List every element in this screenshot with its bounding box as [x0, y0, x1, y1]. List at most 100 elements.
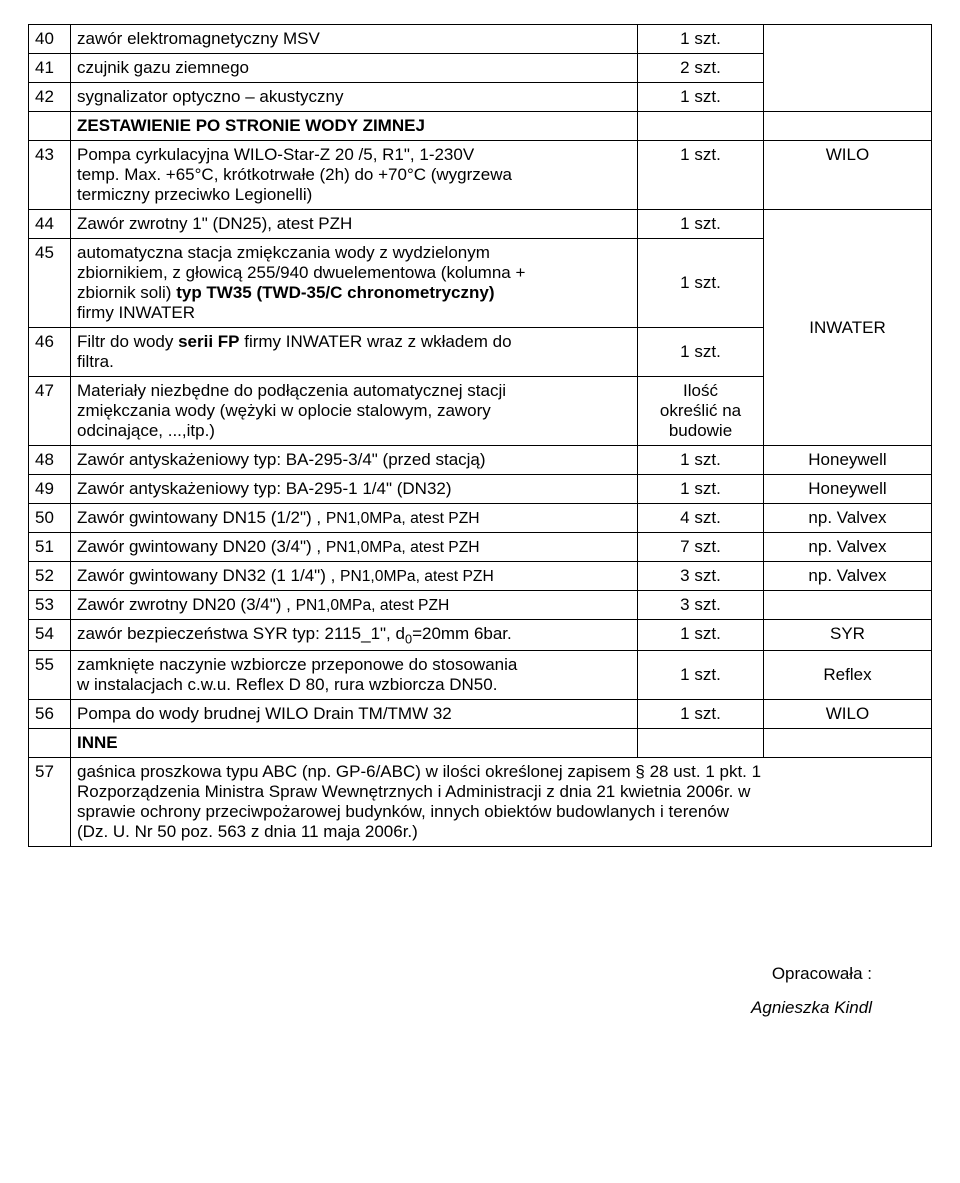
row-qty: 4 szt.: [638, 504, 764, 533]
desc-line: Zawór gwintowany DN20 (3/4") ,: [77, 537, 326, 556]
row-qty: 1 szt.: [638, 700, 764, 729]
row-number: 48: [29, 446, 71, 475]
desc-line: zamknięte naczynie wzbiorcze przeponowe …: [77, 655, 517, 674]
table-row: 43 Pompa cyrkulacyjna WILO-Star-Z 20 /5,…: [29, 141, 932, 210]
table-row: 55 zamknięte naczynie wzbiorcze przepono…: [29, 651, 932, 700]
row-number: 42: [29, 83, 71, 112]
desc-line: Pompa cyrkulacyjna WILO-Star-Z 20 /5, R1…: [77, 145, 474, 164]
row-qty: 3 szt.: [638, 591, 764, 620]
row-number: 43: [29, 141, 71, 210]
row-qty: 3 szt.: [638, 562, 764, 591]
row-qty: Ilość określić na budowie: [638, 377, 764, 446]
row-brand: WILO: [763, 700, 931, 729]
desc-line: Filtr do wody: [77, 332, 178, 351]
row-qty: 1 szt.: [638, 239, 764, 328]
desc-line: zmiękczania wody (wężyki w oplocie stalo…: [77, 401, 491, 420]
row-qty: 1 szt.: [638, 25, 764, 54]
row-desc: Zawór antyskażeniowy typ: BA-295-1 1/4" …: [71, 475, 638, 504]
desc-line: Zawór gwintowany DN32 (1 1/4") ,: [77, 566, 340, 585]
desc-line: Zawór zwrotny DN20 (3/4") ,: [77, 595, 296, 614]
row-qty: 1 szt.: [638, 475, 764, 504]
table-row: 49 Zawór antyskażeniowy typ: BA-295-1 1/…: [29, 475, 932, 504]
row-brand: np. Valvex: [763, 504, 931, 533]
section-header-row: ZESTAWIENIE PO STRONIE WODY ZIMNEJ: [29, 112, 932, 141]
row-number: [29, 112, 71, 141]
row-desc: zawór bezpieczeństwa SYR typ: 2115_1", d…: [71, 620, 638, 651]
section-header-row: INNE: [29, 729, 932, 758]
row-desc: Materiały niezbędne do podłączenia autom…: [71, 377, 638, 446]
row-desc: gaśnica proszkowa typu ABC (np. GP-6/ABC…: [71, 758, 932, 847]
desc-line: Rozporządzenia Ministra Spraw Wewnętrzny…: [77, 782, 750, 801]
desc-line: filtra.: [77, 352, 114, 371]
row-desc: Zawór zwrotny DN20 (3/4") , PN1,0MPa, at…: [71, 591, 638, 620]
row-brand: SYR: [763, 620, 931, 651]
row-number: 52: [29, 562, 71, 591]
row-desc: zamknięte naczynie wzbiorcze przeponowe …: [71, 651, 638, 700]
table-row: 40 zawór elektromagnetyczny MSV 1 szt.: [29, 25, 932, 54]
table-row: 53 Zawór zwrotny DN20 (3/4") , PN1,0MPa,…: [29, 591, 932, 620]
row-number: 45: [29, 239, 71, 328]
row-desc: Zawór gwintowany DN15 (1/2") , PN1,0MPa,…: [71, 504, 638, 533]
row-desc: Filtr do wody serii FP firmy INWATER wra…: [71, 328, 638, 377]
qty-line: określić na: [660, 401, 741, 420]
desc-line: termiczny przeciwko Legionelli): [77, 185, 312, 204]
row-qty: [638, 729, 764, 758]
row-qty: 1 szt.: [638, 620, 764, 651]
row-number: 47: [29, 377, 71, 446]
row-number: 53: [29, 591, 71, 620]
table-row: 51 Zawór gwintowany DN20 (3/4") , PN1,0M…: [29, 533, 932, 562]
section-title: INNE: [71, 729, 638, 758]
row-qty: 1 szt.: [638, 210, 764, 239]
row-qty: 1 szt.: [638, 141, 764, 210]
desc-line: zawór bezpieczeństwa SYR typ: 2115_1", d: [77, 624, 405, 643]
row-number: 57: [29, 758, 71, 847]
row-brand: np. Valvex: [763, 533, 931, 562]
desc-line: PN1,0MPa, atest PZH: [326, 510, 480, 527]
desc-line: sprawie ochrony przeciwpożarowej budynkó…: [77, 802, 729, 821]
row-desc: automatyczna stacja zmiękczania wody z w…: [71, 239, 638, 328]
row-brand: INWATER: [763, 210, 931, 446]
table-row: 52 Zawór gwintowany DN32 (1 1/4") , PN1,…: [29, 562, 932, 591]
row-desc: Zawór gwintowany DN20 (3/4") , PN1,0MPa,…: [71, 533, 638, 562]
table-row: 48 Zawór antyskażeniowy typ: BA-295-3/4"…: [29, 446, 932, 475]
desc-line: zbiornikiem, z głowicą 255/940 dwuelemen…: [77, 263, 525, 282]
row-qty: 1 szt.: [638, 328, 764, 377]
desc-line: PN1,0MPa, atest PZH: [296, 597, 450, 614]
row-brand: np. Valvex: [763, 562, 931, 591]
desc-bold: serii FP: [178, 332, 239, 351]
desc-line: zbiornik soli): [77, 283, 176, 302]
row-desc: czujnik gazu ziemnego: [71, 54, 638, 83]
row-number: 50: [29, 504, 71, 533]
row-brand: [763, 729, 931, 758]
qty-line: budowie: [669, 421, 732, 440]
spec-table: 40 zawór elektromagnetyczny MSV 1 szt. 4…: [28, 24, 932, 847]
row-number: 56: [29, 700, 71, 729]
desc-line: PN1,0MPa, atest PZH: [340, 568, 494, 585]
row-brand: [763, 112, 931, 141]
table-row: 54 zawór bezpieczeństwa SYR typ: 2115_1"…: [29, 620, 932, 651]
table-row: 57 gaśnica proszkowa typu ABC (np. GP-6/…: [29, 758, 932, 847]
row-brand: Reflex: [763, 651, 931, 700]
desc-line: odcinające, ...,itp.): [77, 421, 215, 440]
desc-line: w instalacjach c.w.u. Reflex D 80, rura …: [77, 675, 497, 694]
desc-line: Zawór gwintowany DN15 (1/2") ,: [77, 508, 326, 527]
desc-line: firmy INWATER wraz z wkładem do: [240, 332, 512, 351]
footer-name: Agnieszka Kindl: [28, 991, 872, 1025]
row-number: 44: [29, 210, 71, 239]
row-qty: 1 szt.: [638, 446, 764, 475]
row-number: 54: [29, 620, 71, 651]
row-number: 55: [29, 651, 71, 700]
row-brand: Honeywell: [763, 446, 931, 475]
desc-line: Materiały niezbędne do podłączenia autom…: [77, 381, 506, 400]
row-number: 51: [29, 533, 71, 562]
row-brand: [763, 25, 931, 112]
row-number: 41: [29, 54, 71, 83]
subscript: 0: [405, 631, 412, 646]
section-title: ZESTAWIENIE PO STRONIE WODY ZIMNEJ: [71, 112, 638, 141]
table-row: 56 Pompa do wody brudnej WILO Drain TM/T…: [29, 700, 932, 729]
desc-line: gaśnica proszkowa typu ABC (np. GP-6/ABC…: [77, 762, 761, 781]
row-brand: WILO: [763, 141, 931, 210]
desc-line: temp. Max. +65°C, krótkotrwałe (2h) do +…: [77, 165, 512, 184]
desc-line: automatyczna stacja zmiękczania wody z w…: [77, 243, 490, 262]
desc-line: firmy INWATER: [77, 303, 195, 322]
